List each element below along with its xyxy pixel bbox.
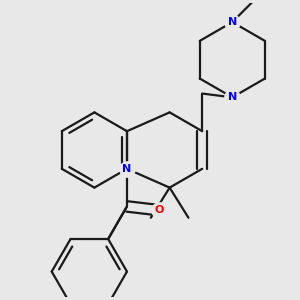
Text: N: N <box>228 92 237 102</box>
Text: O: O <box>154 205 164 215</box>
Text: N: N <box>228 17 237 27</box>
Text: N: N <box>122 164 132 174</box>
